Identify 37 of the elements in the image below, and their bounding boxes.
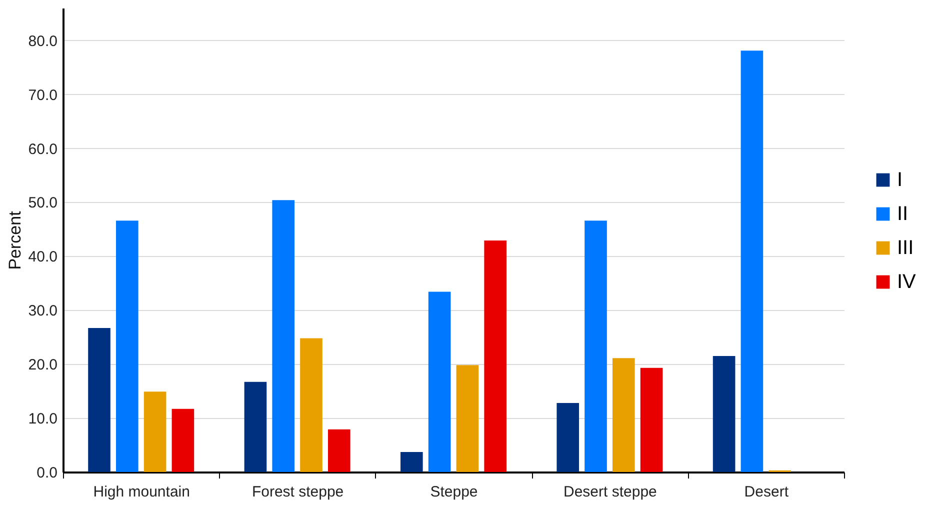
bar	[556, 402, 580, 472]
y-tick-label: 50.0	[28, 194, 58, 212]
bar	[584, 220, 607, 472]
x-tick-label: Steppe	[430, 484, 478, 500]
legend-label: II	[897, 203, 908, 225]
bar	[172, 408, 194, 472]
legend-label: I	[897, 169, 903, 191]
bar	[484, 240, 506, 472]
bar	[712, 356, 736, 472]
bar	[300, 338, 322, 472]
y-tick-label: 20.0	[28, 356, 58, 374]
y-tick-label: 0.0	[36, 464, 58, 482]
bar	[740, 50, 764, 472]
legend-label: III	[897, 237, 914, 259]
bar	[244, 382, 267, 472]
bar	[272, 200, 295, 472]
bar	[456, 365, 479, 472]
bar	[144, 392, 166, 472]
y-tick-label: 40.0	[28, 248, 58, 266]
legend-label: IV	[897, 271, 917, 293]
x-tick-label: Desert steppe	[564, 484, 657, 500]
y-tick-label: 10.0	[28, 410, 58, 428]
y-tick-label: 80.0	[28, 32, 58, 50]
y-axis-title: Percent	[5, 210, 24, 270]
bar	[88, 328, 110, 472]
y-tick-label: 70.0	[28, 86, 58, 104]
x-tick-label: Desert	[744, 484, 790, 500]
bar	[116, 220, 138, 472]
bar	[400, 452, 423, 472]
bar	[640, 368, 663, 472]
y-tick-label: 60.0	[28, 140, 58, 158]
y-tick-label: 30.0	[28, 302, 58, 320]
x-tick-label: High mountain	[93, 484, 190, 500]
bar	[428, 292, 451, 472]
bar	[328, 429, 350, 472]
bar	[612, 358, 635, 472]
x-tick-label: Forest steppe	[252, 484, 344, 500]
